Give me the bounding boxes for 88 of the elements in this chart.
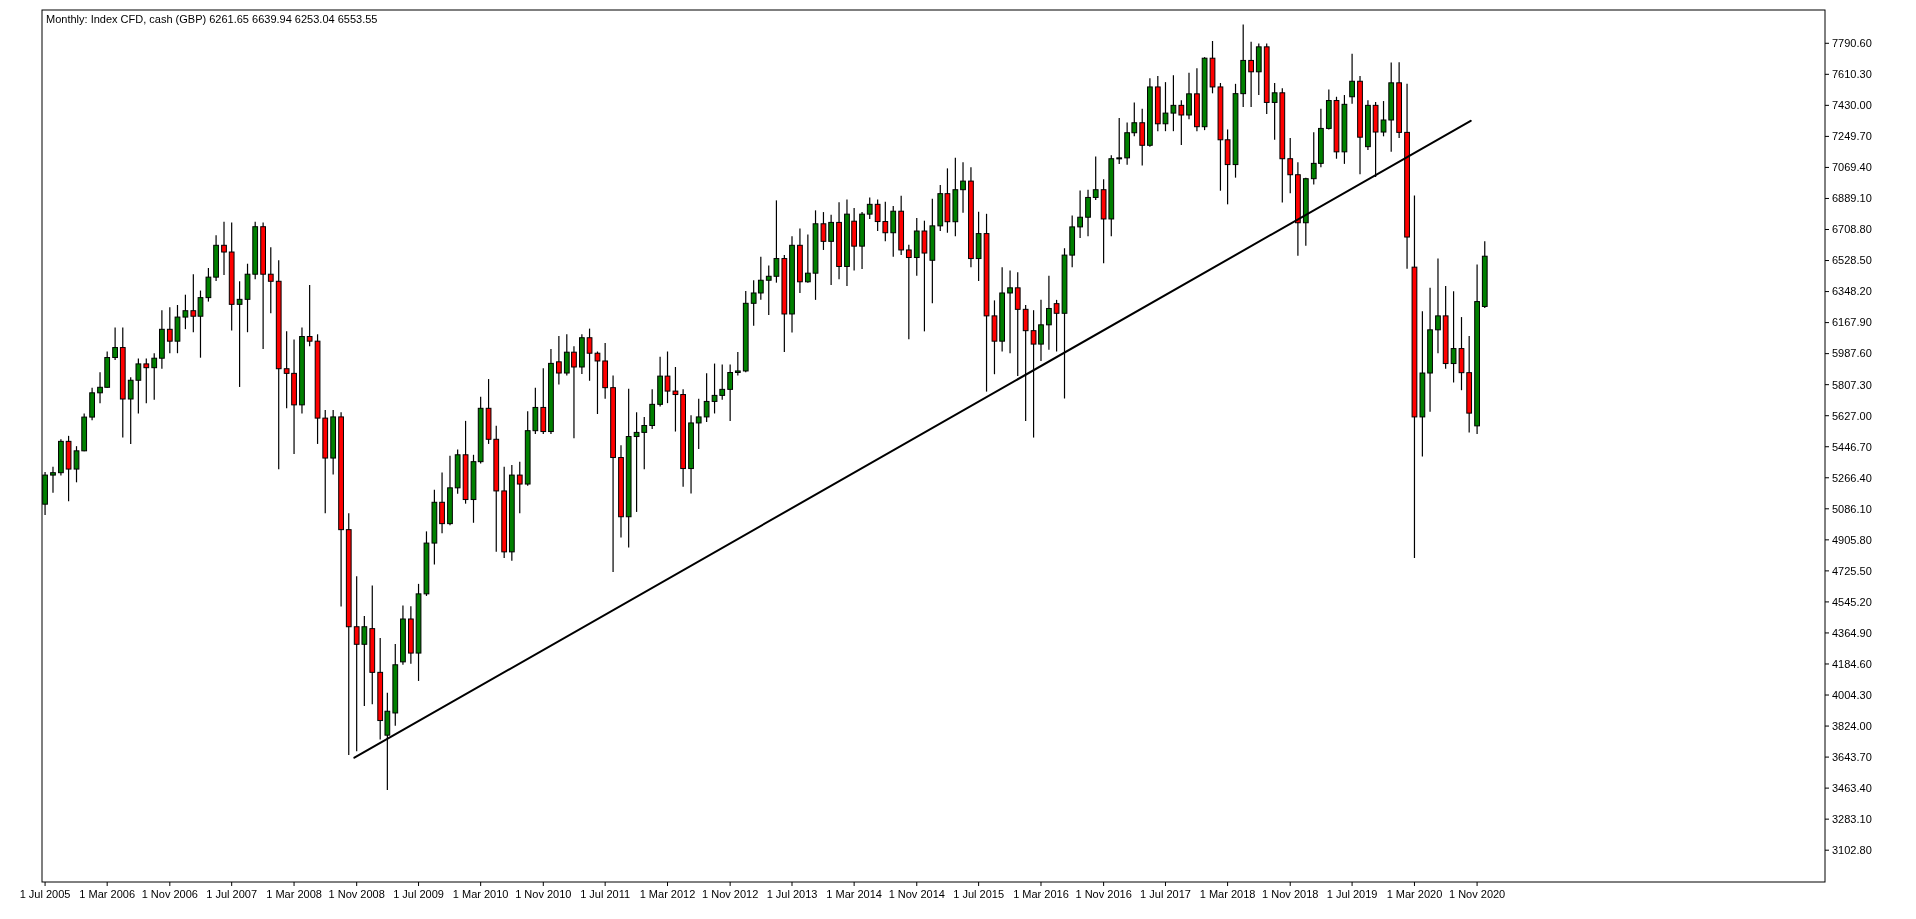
candlestick <box>1007 270 1013 354</box>
candlestick <box>1178 99 1185 146</box>
x-tick-label: 1 Jul 2011 <box>580 888 631 900</box>
x-tick-label: 1 Jul 2007 <box>206 888 258 900</box>
candlestick <box>1248 41 1254 108</box>
candlestick <box>439 471 445 534</box>
candlestick <box>804 233 811 284</box>
candlestick <box>649 388 656 430</box>
candlestick <box>1287 137 1294 194</box>
candlestick <box>1077 189 1083 239</box>
candlestick <box>516 461 523 514</box>
y-tick-label: 5446.70 <box>1832 440 1872 453</box>
y-tick-label: 6889.10 <box>1832 192 1872 205</box>
y-tick-label: 4725.50 <box>1832 564 1872 577</box>
y-tick-label: 7610.30 <box>1832 68 1872 81</box>
y-tick-label: 3283.10 <box>1832 813 1872 826</box>
y-tick-label: 7069.40 <box>1832 161 1872 174</box>
x-tick-label: 1 Jul 2009 <box>393 888 444 900</box>
y-tick-label: 4004.30 <box>1832 688 1872 701</box>
candlestick <box>866 197 873 220</box>
x-tick-label: 1 Nov 2008 <box>328 888 385 900</box>
candlestick <box>306 284 313 347</box>
x-tick-label: 1 Nov 2006 <box>141 888 198 900</box>
y-tick-label: 5266.40 <box>1832 471 1872 484</box>
candlestick <box>1046 275 1052 351</box>
x-tick-label: 1 Mar 2018 <box>1199 888 1256 900</box>
candlestick <box>1092 155 1099 201</box>
x-tick-label: 1 Nov 2012 <box>702 888 759 900</box>
y-tick-label: 5627.00 <box>1832 409 1872 422</box>
candlestick <box>1186 72 1192 120</box>
x-tick-label: 1 Nov 2010 <box>515 888 572 900</box>
candlestick <box>1349 53 1355 105</box>
y-tick-label: 6348.20 <box>1832 285 1872 298</box>
y-tick-label: 5807.30 <box>1832 378 1872 391</box>
y-tick-label: 4905.80 <box>1832 533 1872 546</box>
y-tick-label: 6167.90 <box>1832 316 1872 329</box>
x-tick-label: 1 Jul 2013 <box>766 888 818 900</box>
candlestick <box>727 363 734 422</box>
x-tick-label: 1 Mar 2006 <box>79 888 136 900</box>
candlestick <box>828 214 834 286</box>
candlestick <box>960 161 966 214</box>
candlestick <box>143 357 150 404</box>
candlestick <box>1435 257 1441 354</box>
candlestick <box>1014 271 1021 377</box>
y-tick-label: 4545.20 <box>1832 595 1872 608</box>
candlestick <box>50 466 56 494</box>
x-tick-label: 1 Mar 2016 <box>1013 888 1069 900</box>
x-tick-label: 1 Mar 2020 <box>1386 888 1443 900</box>
x-tick-label: 1 Nov 2014 <box>888 888 945 900</box>
y-tick-label: 4364.90 <box>1832 626 1872 639</box>
y-tick-label: 7430.00 <box>1832 99 1872 112</box>
y-tick-label: 3463.40 <box>1832 781 1872 794</box>
y-tick-label: 3102.80 <box>1832 844 1872 857</box>
candlestick <box>556 335 562 386</box>
candlestick <box>905 244 912 340</box>
x-tick-label: 1 Mar 2008 <box>266 888 322 900</box>
y-tick-label: 5086.10 <box>1832 502 1872 515</box>
candlestick <box>112 326 118 361</box>
candlestick <box>1139 108 1146 167</box>
y-tick-label: 3643.70 <box>1832 750 1872 763</box>
x-tick-label: 1 Nov 2016 <box>1075 888 1132 900</box>
candlestick <box>1022 304 1029 422</box>
y-tick-label: 7790.60 <box>1832 37 1872 50</box>
y-tick-label: 7249.70 <box>1832 130 1872 143</box>
x-tick-label: 1 Jul 2005 <box>19 888 71 900</box>
x-tick-label: 1 Mar 2010 <box>452 888 509 900</box>
x-tick-label: 1 Nov 2020 <box>1448 888 1506 900</box>
x-tick-label: 1 Mar 2012 <box>639 888 696 900</box>
x-tick-label: 1 Nov 2018 <box>1262 888 1319 900</box>
candlestick <box>267 246 274 314</box>
y-tick-label: 4184.60 <box>1832 657 1872 670</box>
candlestick <box>695 398 702 450</box>
x-tick-label: 1 Mar 2014 <box>826 888 882 900</box>
chart-title: Monthly: Index CFD, cash (GBP) 6261.65 6639.94 6253.04 6553.55 <box>46 13 378 25</box>
x-tick-label: 1 Jul 2019 <box>1326 888 1378 900</box>
candlestick <box>703 372 710 423</box>
candlestick <box>890 205 897 258</box>
y-tick-label: 3824.00 <box>1832 719 1872 732</box>
candlestick <box>151 352 158 401</box>
candlestick <box>1116 117 1123 165</box>
x-tick-label: 1 Jul 2015 <box>953 888 1004 900</box>
y-tick-label: 6708.80 <box>1832 223 1872 236</box>
x-tick-label: 1 Jul 2017 <box>1140 888 1191 900</box>
candlestick <box>1085 189 1091 237</box>
y-tick-label: 5987.60 <box>1832 347 1872 360</box>
y-tick-label: 6528.50 <box>1832 254 1872 267</box>
candlestick <box>221 221 227 276</box>
candlestick <box>734 351 741 377</box>
